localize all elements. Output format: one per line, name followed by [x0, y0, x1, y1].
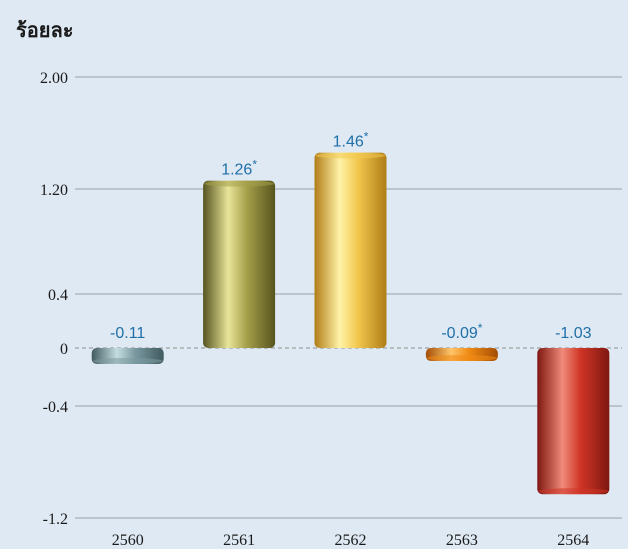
y-tick-label-0: 2.00: [40, 70, 68, 87]
y-tick-label-5: -1.2: [43, 511, 68, 528]
bar-cap-2562: [315, 152, 386, 159]
bar-cap-2563: [426, 355, 497, 362]
bar-2562: [314, 152, 387, 348]
bar-2561: [203, 180, 276, 348]
data-label-2563: -0.09*: [441, 321, 482, 342]
bar-2564: [537, 348, 610, 495]
y-tick-label-3: 0: [60, 341, 68, 358]
x-tick-label-2563: 2563: [446, 532, 478, 549]
bar-cap-2560: [92, 357, 163, 364]
y-tick-label-1: 1.20: [40, 182, 68, 199]
x-tick-label-2564: 2564: [557, 532, 589, 549]
x-tick-label-2561: 2561: [223, 532, 255, 549]
y-axis-unit-label: ร้อยละ: [16, 18, 74, 42]
y-tick-label-4: -0.4: [43, 399, 68, 416]
data-label-2564: -1.03: [555, 325, 592, 342]
bar-cap-2561: [204, 180, 275, 187]
y-tick-label-2: 0.4: [48, 287, 68, 304]
x-tick-label-2562: 2562: [335, 532, 367, 549]
x-tick-label-2560: 2560: [112, 532, 144, 549]
bar-cap-2564: [538, 488, 609, 495]
data-label-2562: 1.46*: [333, 130, 369, 151]
data-label-2560: -0.11: [110, 325, 145, 342]
data-label-2561: 1.26*: [221, 158, 257, 179]
